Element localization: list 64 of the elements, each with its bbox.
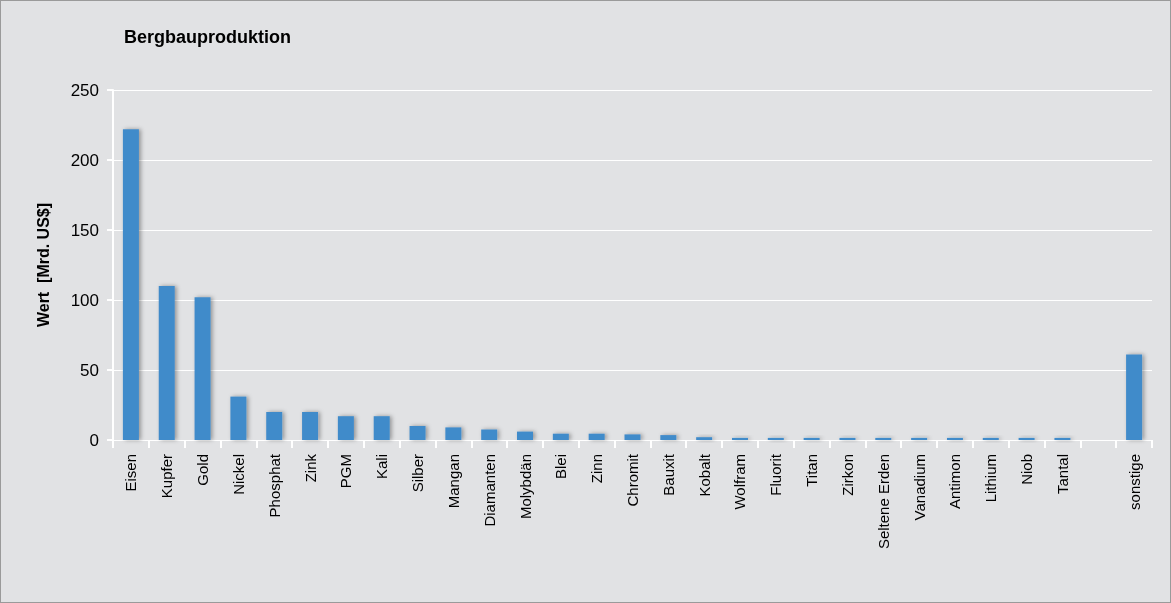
bar (696, 437, 713, 440)
bar (266, 412, 283, 440)
bar (122, 129, 139, 440)
x-tick-label: Chromit (624, 453, 641, 507)
bar (946, 437, 963, 440)
x-tick-label: Phosphat (265, 453, 283, 518)
bar (911, 437, 928, 440)
x-tick-label: Kupfer (158, 454, 176, 499)
bar (158, 286, 175, 440)
x-tick-label: Nickel (229, 454, 247, 495)
bar (552, 433, 569, 440)
x-tick-label: Silber (409, 454, 427, 493)
bar (517, 431, 534, 440)
x-tick-label: Zink (301, 453, 319, 483)
x-tick-label: Tantal (1053, 454, 1071, 495)
x-tick-label: Kobalt (695, 453, 713, 497)
x-tick-label: Lithium (982, 454, 1000, 503)
x-tick-label: Diamanten (480, 454, 498, 527)
x-tick-label: Zirkon (838, 454, 856, 496)
x-tick-label: Titan (803, 454, 821, 487)
x-tick-label: sonstige (1125, 454, 1143, 510)
x-tick-label: Wolfram (731, 454, 749, 510)
y-tick-label: 150 (70, 220, 99, 240)
y-axis-title: Wert [Mrd. US$] (34, 202, 52, 328)
chart-title: Bergbauproduktion (124, 27, 291, 47)
x-tick-label: Eisen (122, 454, 140, 492)
bar (481, 429, 498, 440)
x-tick-label: Antimon (946, 454, 964, 510)
y-tick-label: 200 (70, 150, 99, 170)
x-tick-label: Mangan (444, 454, 462, 509)
x-tick-label: Seltene Erden (874, 454, 892, 550)
bar (875, 437, 892, 440)
x-tick-label: Kali (373, 454, 391, 480)
bar (624, 434, 641, 440)
x-tick-label: Niob (1018, 454, 1036, 485)
bar (839, 437, 856, 440)
y-tick-label: 100 (70, 290, 99, 310)
x-tick-label: Zinn (588, 454, 606, 484)
bar (803, 437, 820, 440)
x-tick-label: Gold (194, 454, 212, 486)
bar (1018, 437, 1035, 440)
x-tick-label: Blei (552, 454, 570, 480)
x-tick-label: Fluorit (767, 453, 785, 496)
bar (731, 437, 748, 440)
bar (660, 435, 677, 440)
bar (409, 426, 426, 440)
x-tick-label: PGM (337, 454, 355, 489)
bar (194, 297, 211, 440)
x-tick-label: Bauxit (659, 453, 677, 496)
bar (337, 416, 354, 440)
bar (1126, 354, 1143, 440)
bar (1054, 437, 1071, 440)
bar (588, 433, 605, 440)
y-tick-label: 50 (80, 360, 99, 380)
bar (767, 437, 784, 440)
bar (302, 412, 319, 440)
x-tick-label: Molybdän (516, 454, 534, 520)
bar (230, 396, 247, 440)
bar (982, 437, 999, 440)
bar (373, 416, 390, 440)
bar (445, 427, 462, 440)
x-tick-label: Vanadium (910, 454, 928, 521)
y-tick-label: 250 (70, 80, 99, 100)
y-tick-label: 0 (89, 430, 99, 450)
